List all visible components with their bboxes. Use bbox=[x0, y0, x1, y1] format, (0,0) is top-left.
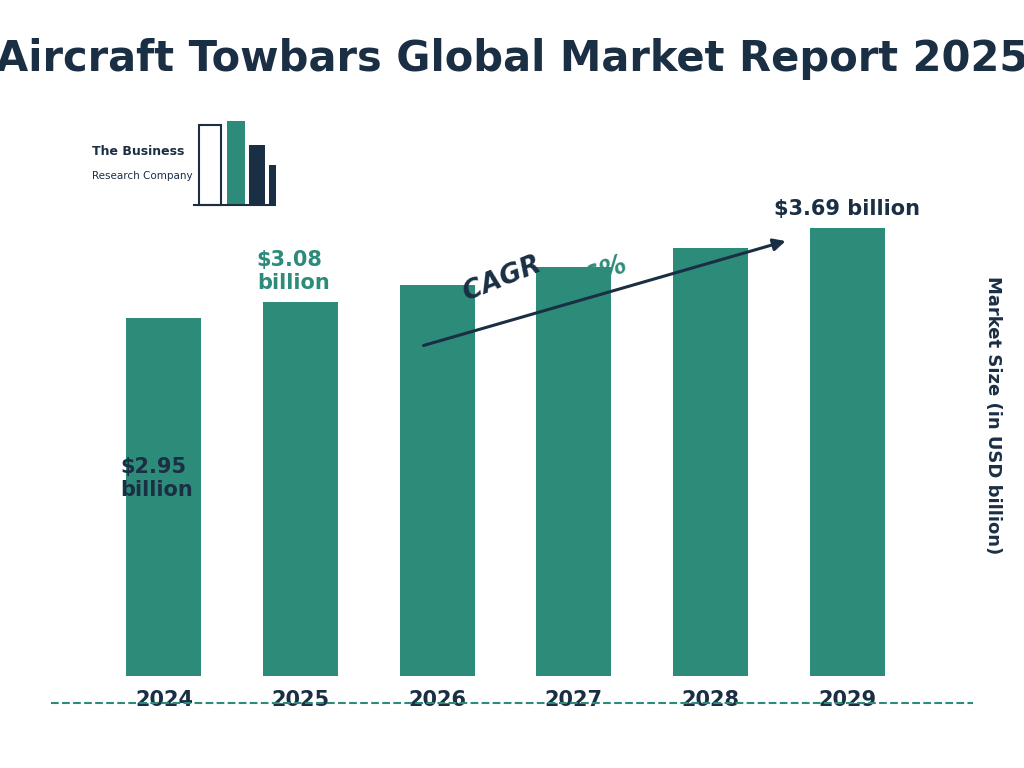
Text: The Business: The Business bbox=[92, 145, 184, 158]
Bar bbox=[537, 266, 611, 676]
Bar bbox=[199, 125, 221, 205]
Text: $3.69 billion: $3.69 billion bbox=[774, 199, 921, 219]
Bar bbox=[249, 145, 265, 205]
Text: $2.95
billion: $2.95 billion bbox=[120, 457, 193, 501]
Bar bbox=[673, 248, 749, 676]
Bar bbox=[810, 227, 885, 676]
Bar bbox=[126, 317, 202, 676]
Text: Research Company: Research Company bbox=[92, 171, 193, 181]
Text: 4.6%: 4.6% bbox=[553, 252, 631, 303]
Text: Aircraft Towbars Global Market Report 2025: Aircraft Towbars Global Market Report 20… bbox=[0, 38, 1024, 81]
Bar bbox=[399, 285, 475, 676]
Text: $3.08
billion: $3.08 billion bbox=[257, 250, 330, 293]
Text: CAGR: CAGR bbox=[460, 248, 553, 306]
Bar bbox=[269, 165, 276, 205]
Bar bbox=[226, 121, 245, 205]
Text: Market Size (in USD billion): Market Size (in USD billion) bbox=[984, 276, 1002, 554]
Bar bbox=[263, 302, 338, 676]
